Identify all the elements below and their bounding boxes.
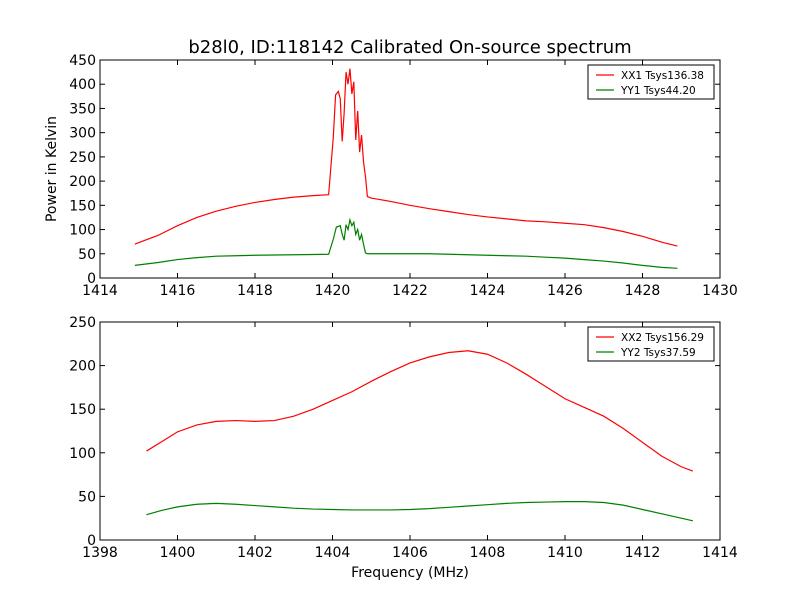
y-tick-label: 100 xyxy=(69,446,96,462)
series-line-1-1 xyxy=(134,68,678,247)
x-tick-label: 1420 xyxy=(315,283,351,299)
y-tick-label: 100 xyxy=(69,223,96,239)
y-tick-label: 250 xyxy=(69,315,96,331)
legend-label: YY1 Tsys44.20 xyxy=(620,85,696,97)
y-tick-label: 150 xyxy=(69,198,96,214)
bottom-panel: 1398 1400 1402 1404 1406 1408 1410 1412 1414 0 50 1… xyxy=(69,315,738,581)
legend-label: XX2 Tsys156.29 xyxy=(621,332,704,344)
x-axis-label: Frequency (MHz) xyxy=(351,565,469,581)
x-tick-label: 1428 xyxy=(625,283,661,299)
x-tick-label: 1406 xyxy=(392,545,428,561)
series-line-2-1 xyxy=(146,350,694,472)
x-tick-label: 1414 xyxy=(702,545,738,561)
y-tick-label: 300 xyxy=(69,126,96,142)
y-tick-label: 50 xyxy=(78,247,96,263)
y-tick-label: 150 xyxy=(69,402,96,418)
x-tick-label: 1408 xyxy=(470,545,506,561)
x-tick-label: 1398 xyxy=(82,545,118,561)
series-line-2-2 xyxy=(146,501,694,522)
y-tick-label: 250 xyxy=(69,150,96,166)
x-tick-label: 1422 xyxy=(392,283,428,299)
y-tick-label: 350 xyxy=(69,101,96,117)
y-axis-label: Power in Kelvin xyxy=(44,116,60,222)
legend-label: XX1 Tsys136.38 xyxy=(621,70,704,82)
y-tick-label: 200 xyxy=(69,359,96,375)
figure-title: b28l0, ID:118142 Calibrated On-source sp… xyxy=(188,37,631,58)
x-tick-label: 1424 xyxy=(470,283,506,299)
y-tick-label: 200 xyxy=(69,174,96,190)
x-tick-label: 1412 xyxy=(625,545,661,561)
x-tick-label: 1416 xyxy=(160,283,196,299)
legend-box xyxy=(587,64,715,100)
series-line-1-2 xyxy=(134,217,678,269)
y-tick-label: 400 xyxy=(69,77,96,93)
y-tick-label: 0 xyxy=(87,271,96,287)
legend-box xyxy=(587,326,715,362)
top-panel: 1414 1416 1418 1420 1422 1424 1426 1428 1430 0 50 1… xyxy=(44,53,738,299)
y-tick-label: 450 xyxy=(69,53,96,69)
x-tick-label: 1418 xyxy=(237,283,273,299)
x-tick-label: 1430 xyxy=(702,283,738,299)
x-tick-label: 1414 xyxy=(82,283,118,299)
y-tick-label: 50 xyxy=(78,489,96,505)
x-tick-label: 1402 xyxy=(237,545,273,561)
x-tick-label: 1426 xyxy=(547,283,583,299)
x-tick-label: 1400 xyxy=(160,545,196,561)
x-tick-label: 1410 xyxy=(547,545,583,561)
legend-label: YY2 Tsys37.59 xyxy=(620,347,696,359)
y-tick-label: 0 xyxy=(87,533,96,549)
x-tick-label: 1404 xyxy=(315,545,351,561)
